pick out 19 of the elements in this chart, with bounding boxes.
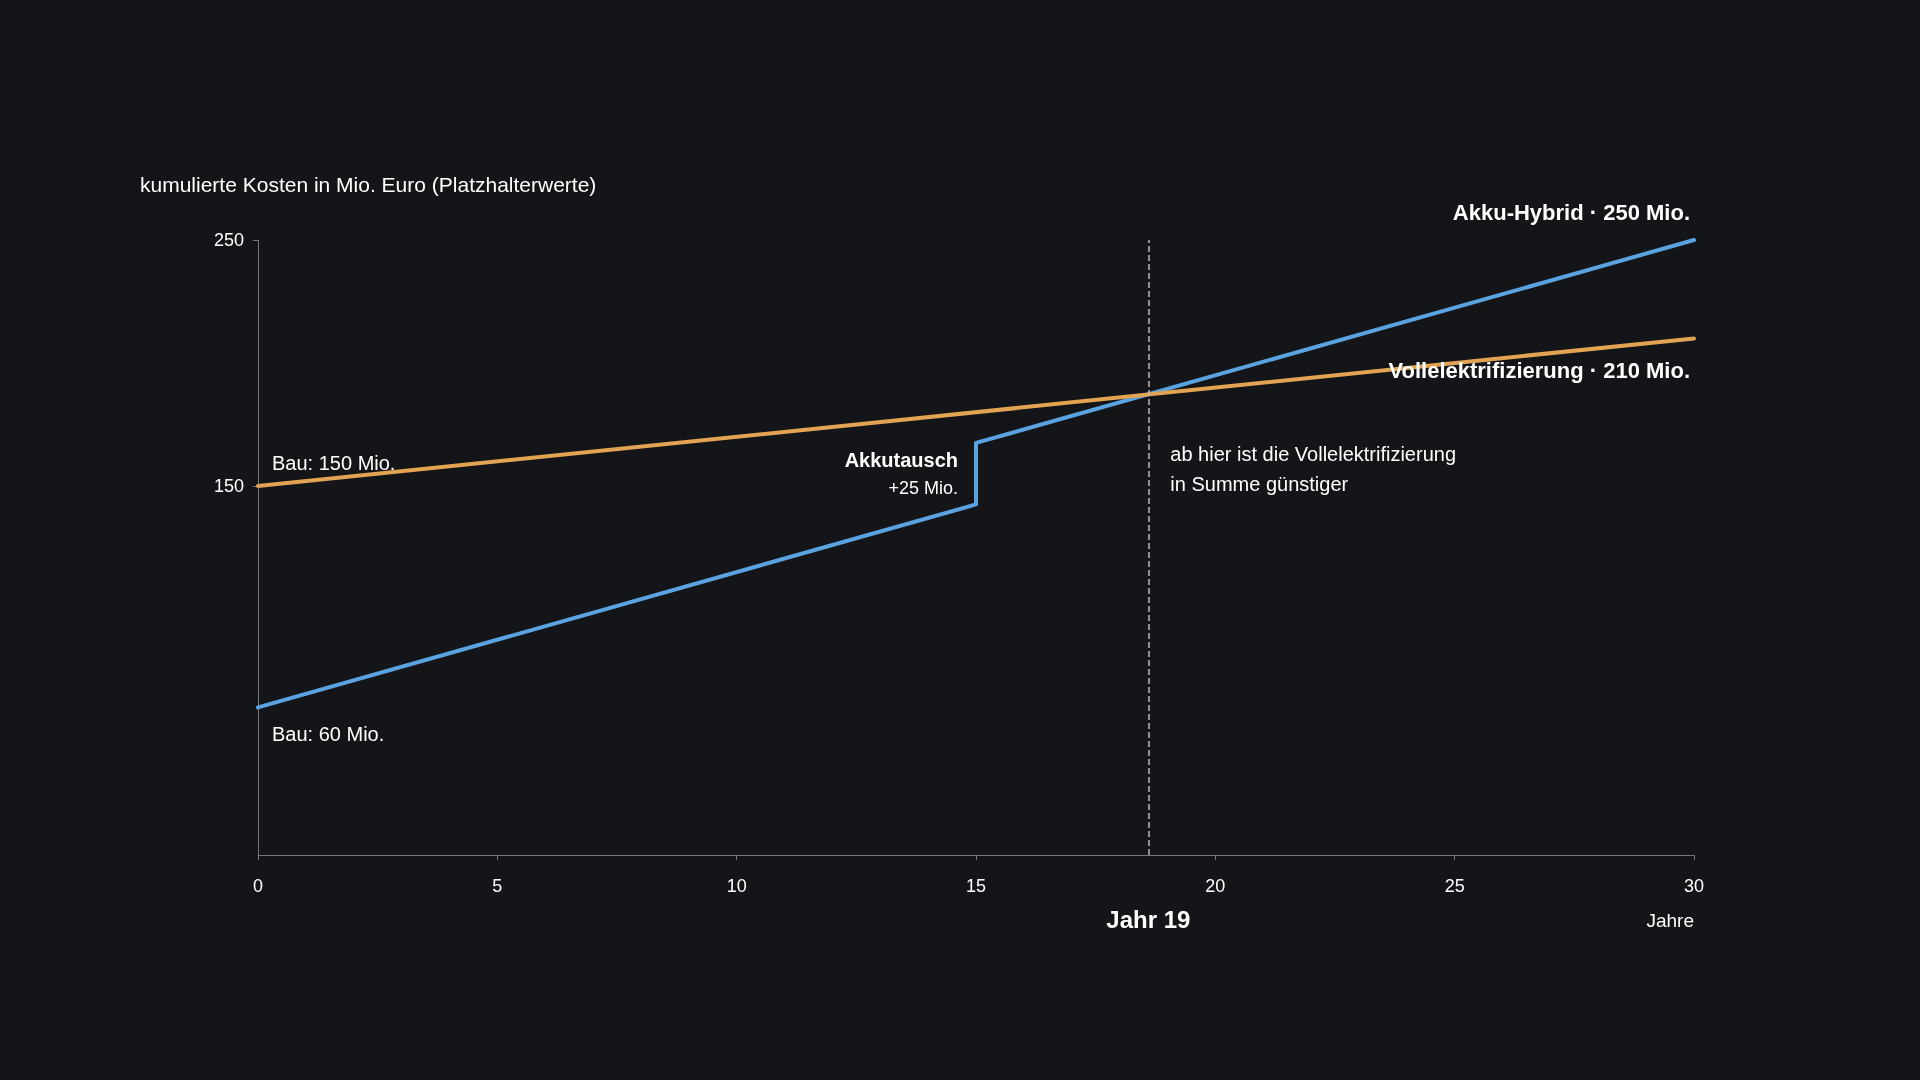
y-axis-title: kumulierte Kosten in Mio. Euro (Platzhalterwerte)	[140, 173, 597, 196]
x-tick-label: 30	[1683, 876, 1705, 896]
ref-line-label: Jahr 19	[1106, 905, 1191, 933]
series-label: Vollelektrifizierung · 210 Mio.	[1388, 357, 1690, 383]
y-tick-label: 150	[213, 476, 244, 496]
y-tick-label: 250	[213, 230, 244, 250]
series-label: Akku-Hybrid · 250 Mio.	[1452, 199, 1690, 225]
annotation: Akkutausch +25 Mio.	[844, 448, 958, 498]
annotation: Bau: 150 Mio.	[272, 452, 396, 474]
line-series	[256, 238, 1696, 710]
x-tick-label: 25	[1444, 876, 1465, 896]
x-tick-label: 10	[726, 876, 747, 896]
annotation: ab hier ist die Vollelektrifizierung in Summe günstiger	[1170, 442, 1457, 495]
annotation: Bau: 60 Mio.	[272, 723, 385, 746]
x-tick-label: 20	[1205, 876, 1226, 896]
x-tick-label: 0	[252, 876, 264, 896]
x-tick-label: 15	[965, 876, 987, 896]
x-tick-label: 5	[492, 876, 503, 896]
x-axis-title: Jahre	[1646, 910, 1694, 931]
